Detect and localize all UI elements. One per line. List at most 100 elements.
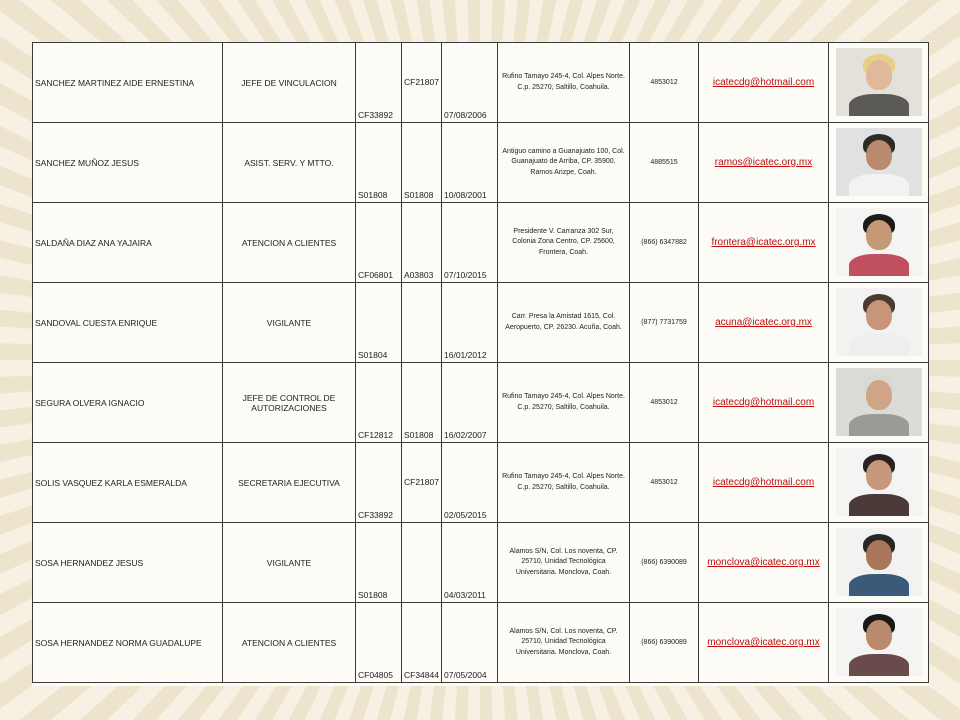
employee-name: SANCHEZ MARTINEZ AIDE ERNESTINA — [32, 42, 223, 123]
employee-start-date: 10/08/2001 — [441, 122, 498, 203]
employee-photo — [835, 127, 922, 196]
employee-address: Rufino Tamayo 245-4, Col. Alpes Norte. C… — [497, 442, 630, 523]
employee-start-date: 02/05/2015 — [441, 442, 498, 523]
employee-position: JEFE DE VINCULACION — [222, 42, 356, 123]
employee-photo-cell — [828, 122, 929, 203]
employee-phone: 4853012 — [629, 362, 699, 443]
employee-name: SOSA HERNANDEZ NORMA GUADALUPE — [32, 602, 223, 683]
photo-torso — [848, 333, 909, 356]
photo-face — [865, 459, 892, 490]
employee-position: JEFE DE CONTROL DE AUTORIZACIONES — [222, 362, 356, 443]
table-row: SALDAÑA DIAZ ANA YAJAIRA ATENCION A CLIE… — [32, 202, 929, 283]
employee-code-2 — [401, 282, 442, 363]
employee-photo — [835, 447, 922, 516]
employee-photo-cell — [828, 282, 929, 363]
employee-photo — [835, 287, 922, 356]
employee-address: Rufino Tamayo 245-4, Col. Alpes Norte. C… — [497, 42, 630, 123]
employee-start-date: 07/08/2006 — [441, 42, 498, 123]
table-row: SOSA HERNANDEZ JESUS VIGILANTE S01808 04… — [32, 522, 929, 603]
photo-torso — [848, 93, 909, 116]
employee-photo — [835, 527, 922, 596]
table-row: SOLIS VASQUEZ KARLA ESMERALDA SECRETARIA… — [32, 442, 929, 523]
employee-start-date: 07/10/2015 — [441, 202, 498, 283]
employee-code-1: CF06801 — [355, 202, 402, 283]
employee-name: SALDAÑA DIAZ ANA YAJAIRA — [32, 202, 223, 283]
employee-start-date: 07/05/2004 — [441, 602, 498, 683]
table-row: SOSA HERNANDEZ NORMA GUADALUPE ATENCION … — [32, 602, 929, 683]
employee-email-link[interactable]: ramos@icatec.org.mx — [698, 122, 829, 203]
employee-position: VIGILANTE — [222, 282, 356, 363]
employee-position: SECRETARIA EJECUTIVA — [222, 442, 356, 523]
photo-torso — [848, 573, 909, 596]
employee-photo — [835, 367, 922, 436]
photo-face — [865, 299, 892, 330]
employee-table: SANCHEZ MARTINEZ AIDE ERNESTINA JEFE DE … — [32, 42, 929, 683]
employee-phone: (866) 6390089 — [629, 602, 699, 683]
employee-email-link[interactable]: icatecdg@hotmail.com — [698, 442, 829, 523]
photo-face — [865, 379, 892, 410]
employee-start-date: 16/01/2012 — [441, 282, 498, 363]
employee-address: Carr. Presa la Amistad 1615, Col. Aeropu… — [497, 282, 630, 363]
employee-start-date: 16/02/2007 — [441, 362, 498, 443]
employee-email-link[interactable]: icatecdg@hotmail.com — [698, 362, 829, 443]
employee-code-1: CF12812 — [355, 362, 402, 443]
employee-code-1: CF33892 — [355, 42, 402, 123]
photo-face — [865, 219, 892, 250]
employee-email-link[interactable]: monclova@icatec.org.mx — [698, 522, 829, 603]
employee-email-link[interactable]: icatecdg@hotmail.com — [698, 42, 829, 123]
employee-name: SOSA HERNANDEZ JESUS — [32, 522, 223, 603]
employee-position: ATENCION A CLIENTES — [222, 602, 356, 683]
photo-torso — [848, 653, 909, 676]
employee-address: Presidente V. Carranza 302 Sur, Colonia … — [497, 202, 630, 283]
photo-face — [865, 619, 892, 650]
photo-torso — [848, 253, 909, 276]
employee-email-link[interactable]: frontera@icatec.org.mx — [698, 202, 829, 283]
photo-face — [865, 539, 892, 570]
employee-position: ASIST. SERV. Y MTTO. — [222, 122, 356, 203]
employee-table-sheet: SANCHEZ MARTINEZ AIDE ERNESTINA JEFE DE … — [32, 42, 929, 686]
employee-email-link[interactable]: acuna@icatec.org.mx — [698, 282, 829, 363]
employee-code-2: CF21807 — [401, 442, 442, 523]
employee-code-2: CF21807 — [401, 42, 442, 123]
employee-name: SANCHEZ MUÑOZ JESUS — [32, 122, 223, 203]
photo-face — [865, 59, 892, 90]
employee-phone: (866) 6390089 — [629, 522, 699, 603]
employee-code-1: S01804 — [355, 282, 402, 363]
table-row: SANDOVAL CUESTA ENRIQUE VIGILANTE S01804… — [32, 282, 929, 363]
employee-code-1: S01808 — [355, 522, 402, 603]
employee-photo — [835, 47, 922, 116]
employee-email-link[interactable]: monclova@icatec.org.mx — [698, 602, 829, 683]
employee-address: Rufino Tamayo 245-4, Col. Alpes Norte. C… — [497, 362, 630, 443]
employee-position: ATENCION A CLIENTES — [222, 202, 356, 283]
employee-phone: 4853012 — [629, 442, 699, 523]
employee-code-1: CF33892 — [355, 442, 402, 523]
employee-code-2: S01808 — [401, 122, 442, 203]
employee-name: SOLIS VASQUEZ KARLA ESMERALDA — [32, 442, 223, 523]
photo-torso — [848, 413, 909, 436]
employee-code-2: S01808 — [401, 362, 442, 443]
employee-photo-cell — [828, 522, 929, 603]
employee-code-2 — [401, 522, 442, 603]
employee-phone: (866) 6347882 — [629, 202, 699, 283]
employee-photo-cell — [828, 42, 929, 123]
table-row: SANCHEZ MUÑOZ JESUS ASIST. SERV. Y MTTO.… — [32, 122, 929, 203]
photo-face — [865, 139, 892, 170]
table-row: SANCHEZ MARTINEZ AIDE ERNESTINA JEFE DE … — [32, 42, 929, 123]
employee-phone: (877) 7731759 — [629, 282, 699, 363]
employee-name: SEGURA OLVERA IGNACIO — [32, 362, 223, 443]
employee-address: Antiguo camino a Guanajuato 100, Col. Gu… — [497, 122, 630, 203]
employee-code-2: CF34844 — [401, 602, 442, 683]
employee-photo — [835, 607, 922, 676]
employee-name: SANDOVAL CUESTA ENRIQUE — [32, 282, 223, 363]
photo-torso — [848, 173, 909, 196]
employee-photo-cell — [828, 602, 929, 683]
employee-address: Alamos S/N, Col. Los noventa, CP. 25710,… — [497, 522, 630, 603]
employee-code-1: CF04805 — [355, 602, 402, 683]
employee-position: VIGILANTE — [222, 522, 356, 603]
employee-photo-cell — [828, 202, 929, 283]
employee-phone: 4853012 — [629, 42, 699, 123]
employee-photo-cell — [828, 362, 929, 443]
table-row: SEGURA OLVERA IGNACIO JEFE DE CONTROL DE… — [32, 362, 929, 443]
employee-address: Alamos S/N, Col. Los noventa, CP. 25710,… — [497, 602, 630, 683]
employee-phone: 4885515 — [629, 122, 699, 203]
